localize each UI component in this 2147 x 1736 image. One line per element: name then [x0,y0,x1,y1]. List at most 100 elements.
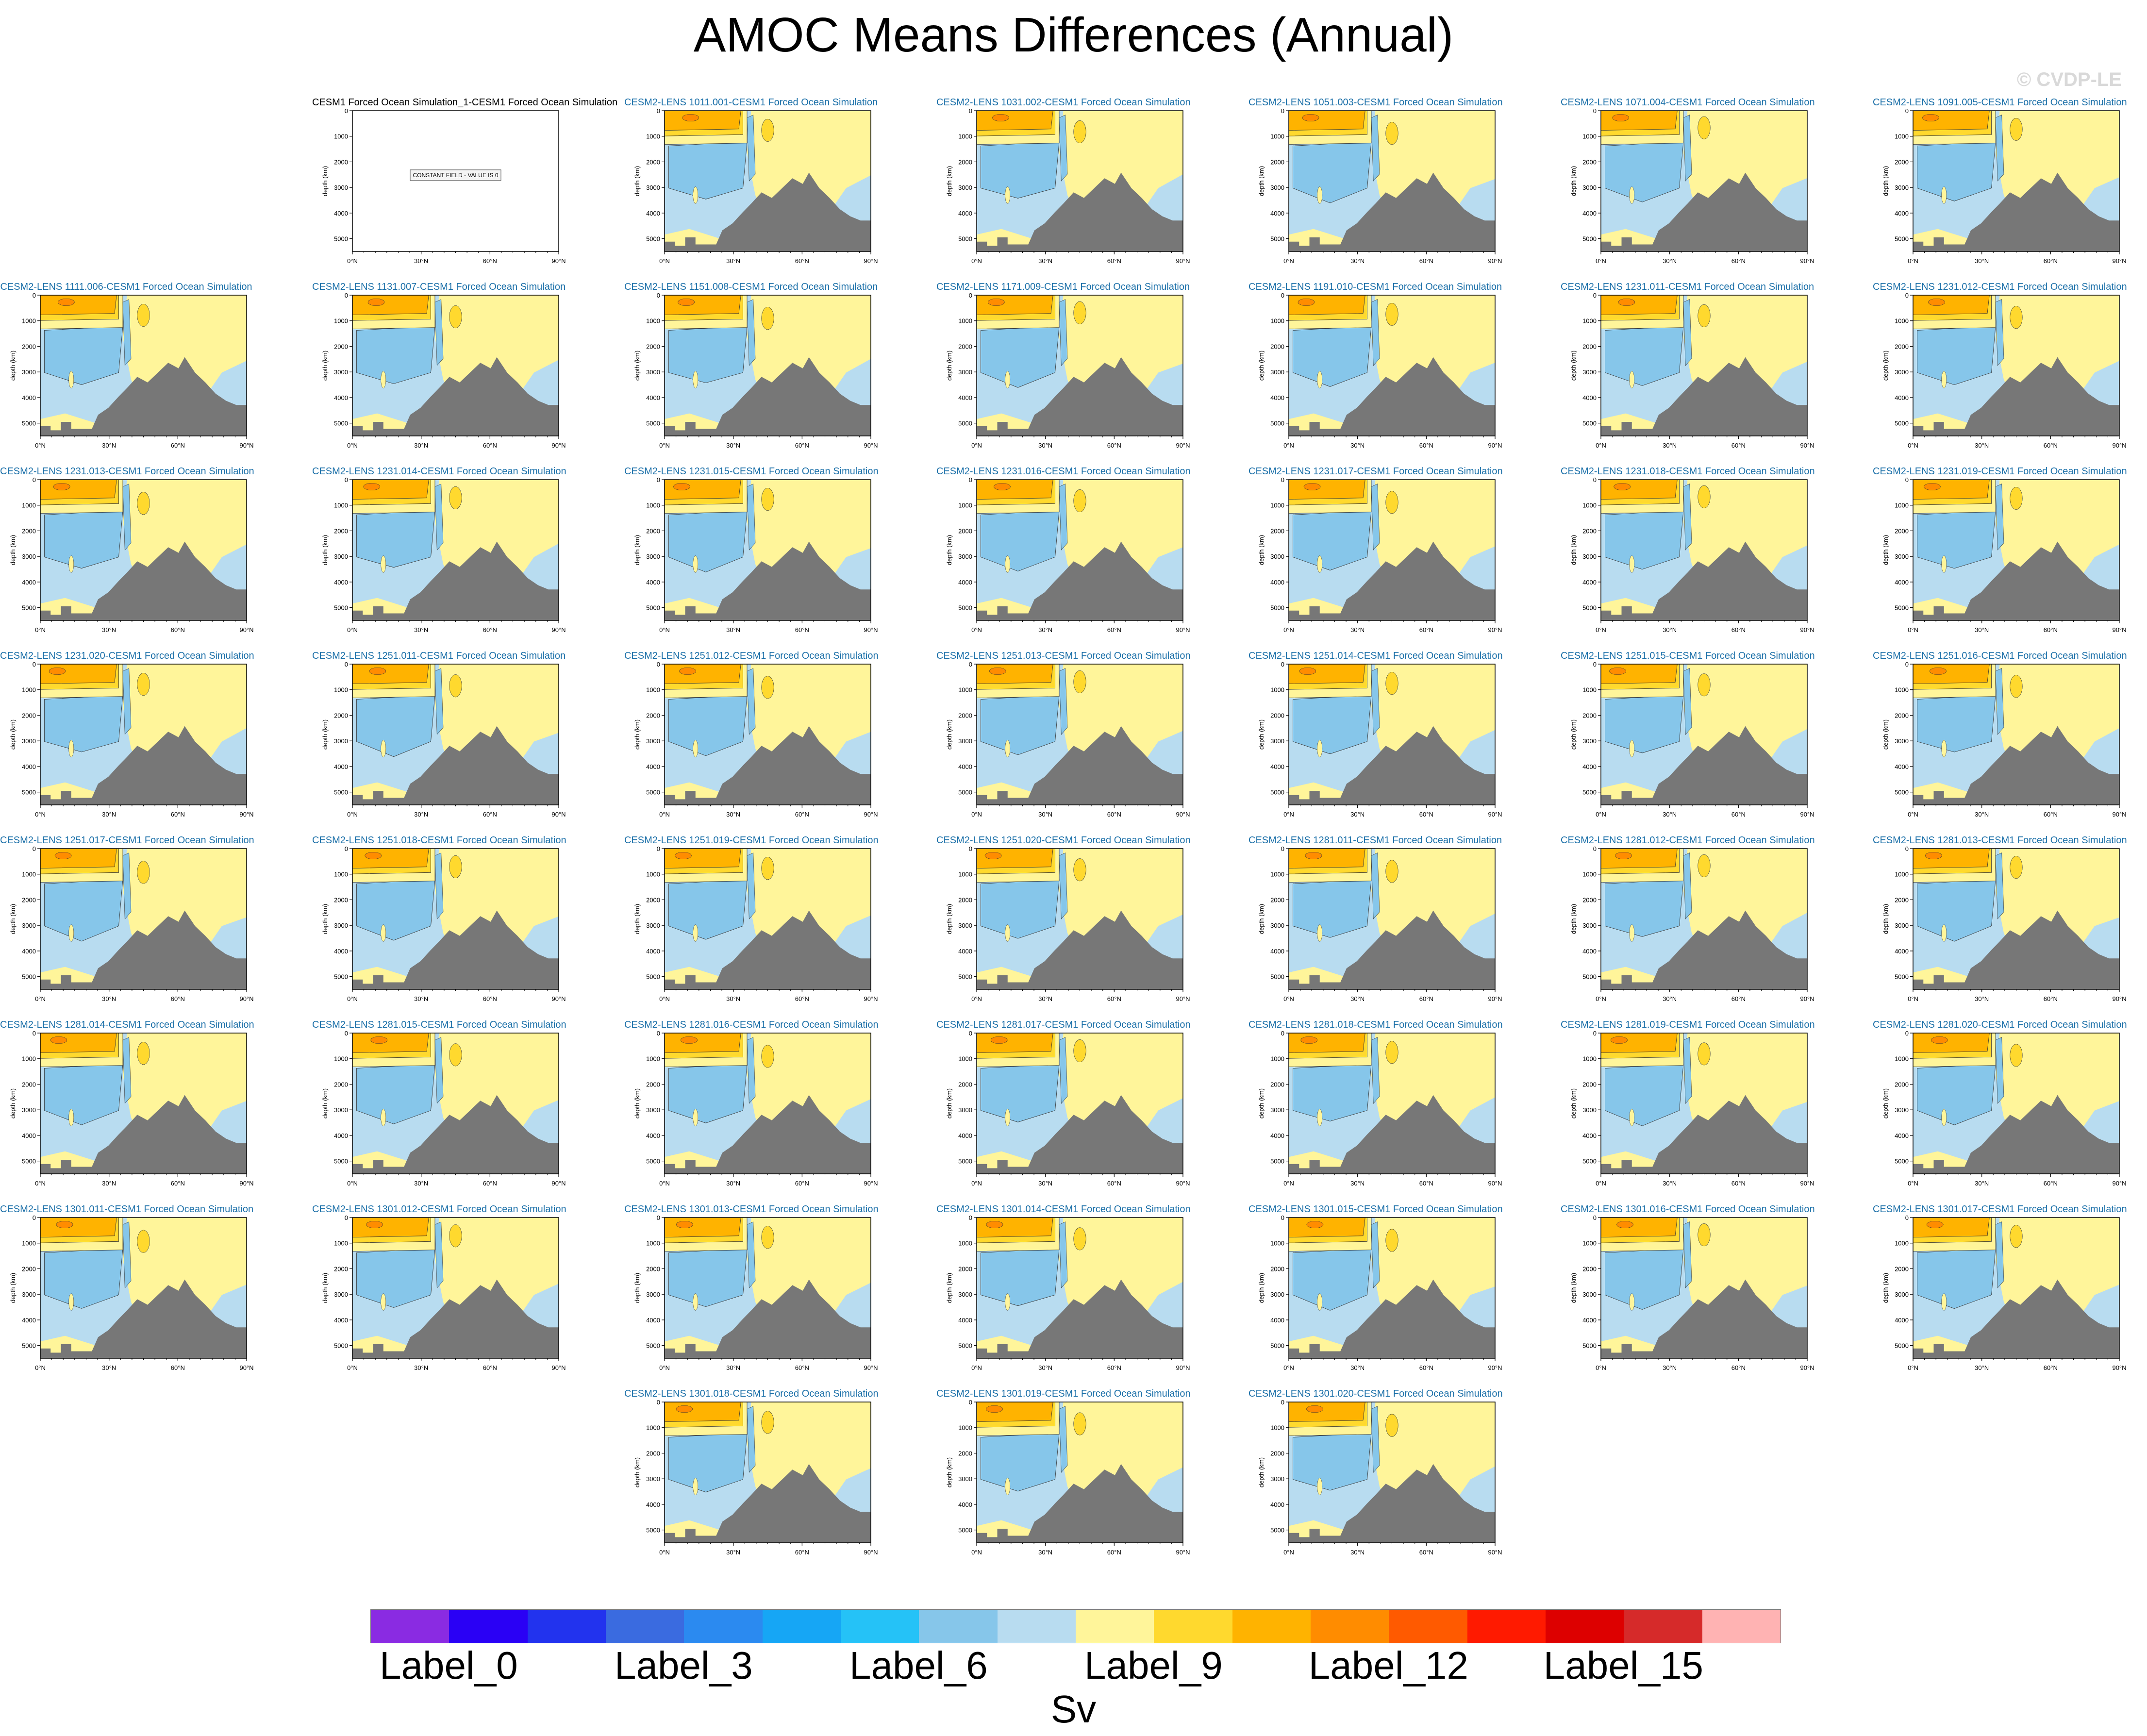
field-plume [434,852,444,919]
field-streak [1629,924,1635,942]
y-tick-label: 0 [1281,1214,1284,1221]
x-tick-label: 60°N [2044,442,2058,449]
colorbar-swatch [919,1610,998,1643]
colorbar-swatch [1154,1610,1232,1643]
y-tick-label: 2000 [334,527,348,534]
x-tick-label: 60°N [1731,995,1746,1002]
panel-plot: CONSTANT FIELD - VALUE IS 0 0 1000 2000 3000… [321,107,566,265]
y-axis-label: depth (km) [946,904,953,934]
panel-plot: 0 1000 2000 3000 4000 5000 0°N 30°N 60°N 90°N dept… [633,661,878,818]
panel-plot: 0 1000 2000 3000 4000 5000 0°N 30°N 60°N 90°N dept… [1570,1214,1814,1371]
x-tick-label: 60°N [483,811,497,818]
panel-plot: 0 1000 2000 3000 4000 5000 0°N 30°N 60°N 90°N dept… [1570,476,1814,634]
x-tick-label: 60°N [1731,1180,1746,1187]
y-axis-label: depth (km) [1570,904,1577,934]
x-tick-label: 30°N [726,626,740,634]
y-axis-label: depth (km) [1258,719,1265,750]
field-plume [1059,852,1068,919]
colorbar-swatch [840,1610,919,1643]
x-tick-label: 30°N [1350,1549,1365,1556]
x-tick-label: 0°N [971,811,982,818]
y-tick-label: 5000 [1270,789,1284,796]
x-tick-label: 0°N [35,626,46,634]
difference-panel: CESM2-LENS 1281.019-CESM1 Forced Ocean S… [1561,1019,1815,1204]
field-plume [122,1221,132,1288]
panel-title: CESM2-LENS 1281.012-CESM1 Forced Ocean S… [1561,835,1815,846]
y-tick-label: 3000 [1582,184,1597,191]
panel-plot: 0 1000 2000 3000 4000 5000 0°N 30°N 60°N 90°N dept… [1570,845,1814,1002]
x-tick-label: 60°N [171,442,185,449]
field-blob [1698,854,1711,878]
x-tick-label: 90°N [239,626,253,634]
panel-title: CESM2-LENS 1031.002-CESM1 Forced Ocean S… [936,97,1191,108]
field-upper-orange [40,295,117,316]
y-tick-label: 3000 [334,1106,348,1114]
y-tick-label: 3000 [1270,1475,1284,1483]
field-upper-orange [664,295,741,316]
difference-panel: CESM2-LENS 1051.003-CESM1 Forced Ocean S… [1248,97,1503,282]
x-tick-label: 60°N [1107,257,1121,265]
field-plume [1683,1037,1692,1104]
y-tick-label: 4000 [22,1132,36,1139]
y-tick-label: 4000 [646,948,660,955]
y-axis-label: depth (km) [633,166,641,196]
x-tick-label: 90°N [2112,811,2126,818]
x-tick-label: 30°N [1350,1364,1365,1371]
field-plume [747,484,756,551]
x-tick-label: 30°N [1350,257,1365,265]
difference-panel: CESM2-LENS 1301.013-CESM1 Forced Ocean S… [624,1204,879,1388]
x-tick-label: 90°N [864,995,878,1002]
difference-panel: CESM2-LENS 1301.011-CESM1 Forced Ocean S… [0,1204,254,1388]
field-plume [1683,668,1692,735]
y-tick-label: 1000 [334,1055,348,1063]
field-plume [1683,484,1692,551]
colorbar-swatch [527,1610,606,1643]
y-tick-label: 3000 [1270,553,1284,560]
panel-title: CESM2-LENS 1251.019-CESM1 Forced Ocean S… [624,835,879,846]
y-tick-label: 3000 [1582,368,1597,376]
bathymetry [352,1095,559,1174]
x-tick-label: 60°N [1731,442,1746,449]
x-tick-label: 0°N [347,442,358,449]
bathymetry [1913,1095,2119,1174]
field-negative-region [668,326,748,384]
field-max-patch [1614,483,1631,491]
field-max-patch [369,667,386,675]
y-tick-label: 2000 [958,712,972,719]
field-upper-orange [976,479,1053,500]
field-streak [1317,1109,1323,1126]
y-tick-label: 5000 [958,789,972,796]
difference-panel: CESM2-LENS 1251.015-CESM1 Forced Ocean S… [1561,651,1815,835]
y-tick-label: 5000 [958,1158,972,1165]
field-streak [1005,186,1011,204]
x-tick-label: 0°N [35,1180,46,1187]
y-tick-label: 5000 [958,420,972,427]
x-tick-label: 90°N [1800,442,1814,449]
bathymetry [1913,726,2119,805]
x-tick-label: 0°N [1283,442,1294,449]
x-tick-label: 60°N [171,1180,185,1187]
y-tick-label: 5000 [22,1342,36,1350]
y-tick-label: 5000 [1582,789,1597,796]
x-tick-label: 30°N [1038,257,1052,265]
field-max-patch [676,1405,693,1413]
field-plume [1995,484,2004,551]
x-tick-label: 0°N [659,995,670,1002]
field-blob [1073,1412,1086,1436]
bathymetry [1601,910,1807,989]
field-blob [761,1045,774,1068]
y-tick-label: 0 [345,845,348,852]
y-axis-label: depth (km) [1570,166,1577,196]
y-tick-label: 4000 [958,1317,972,1324]
y-tick-label: 1000 [1582,133,1597,140]
panel-plot: 0 1000 2000 3000 4000 5000 0°N 30°N 60°N 90°N dept… [321,661,566,818]
y-tick-label: 5000 [1895,604,1909,612]
field-streak [381,555,386,573]
x-tick-label: 0°N [1283,995,1294,1002]
y-tick-label: 1000 [958,1055,972,1063]
x-tick-label: 90°N [864,1180,878,1187]
panel-plot: 0 1000 2000 3000 4000 5000 0°N 30°N 60°N 90°N dept… [946,107,1190,265]
y-tick-label: 4000 [958,579,972,586]
constant-field-note: CONSTANT FIELD - VALUE IS 0 [413,172,498,179]
field-plume [1371,484,1380,551]
